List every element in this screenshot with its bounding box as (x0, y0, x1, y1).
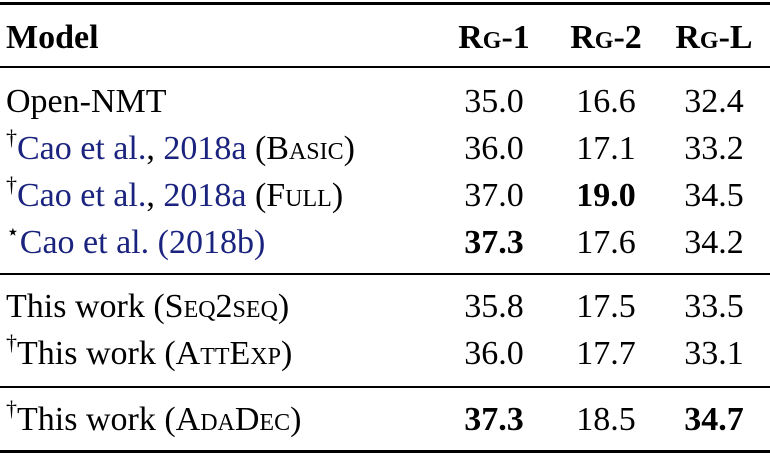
top-rule (0, 2, 770, 5)
citation-author: Cao et al. (19, 224, 150, 261)
citation-separator: , (146, 130, 164, 167)
rg2-score: 17.1 (576, 130, 636, 167)
model-variant: AttExp (175, 335, 281, 372)
rg2-score: 17.7 (576, 335, 636, 372)
model-cell: †This work (AdaDec) (6, 396, 302, 439)
table-row: †Cao et al., 2018a (Full) 37.0 19.0 34.5 (0, 172, 770, 220)
header-rg2: Rg-2 (570, 19, 642, 56)
rg2-score: 17.5 (576, 288, 636, 325)
citation-year: (2018b) (157, 224, 266, 261)
model-cell: Open-NMT (6, 78, 167, 126)
header-rg1: Rg-1 (458, 19, 530, 56)
model-name: This work (17, 335, 156, 372)
citation-author: Cao et al. (17, 177, 147, 214)
footnote-mark: † (6, 396, 17, 421)
header-rgl: Rg-L (675, 19, 753, 56)
table-row: ⋆Cao et al. (2018b) 37.3 17.6 34.2 (0, 219, 770, 267)
rgl-score: 33.2 (684, 130, 744, 167)
model-cell: †Cao et al., 2018a (Full) (6, 172, 344, 215)
table-row: This work (Seq2seq) 35.8 17.5 33.5 (0, 283, 770, 331)
citation-year: 2018a (163, 177, 247, 214)
rg1-score: 37.3 (464, 224, 524, 261)
header-model: Model (6, 19, 99, 56)
rgl-score: 34.2 (684, 224, 744, 261)
group-rule-2 (0, 386, 770, 388)
table-row: Open-NMT 35.0 16.6 32.4 (0, 78, 770, 126)
footnote-mark: † (6, 330, 17, 355)
model-name: This work (17, 401, 156, 438)
header-row: Model Rg-1 Rg-2 Rg-L (0, 14, 770, 62)
model-variant: AdaDec (175, 401, 291, 438)
rg2-score: 16.6 (576, 83, 636, 120)
rgl-score: 32.4 (684, 83, 744, 120)
footnote-mark: ⋆ (6, 219, 20, 244)
rg2-score: 19.0 (576, 177, 636, 214)
model-cell: †This work (AttExp) (6, 330, 293, 373)
footnote-mark: † (6, 125, 17, 150)
rg1-score: 35.8 (464, 288, 524, 325)
model-cell: This work (Seq2seq) (6, 288, 290, 325)
rg2-score: 18.5 (576, 401, 636, 438)
bottom-rule (0, 450, 770, 453)
citation-separator: , (146, 177, 164, 214)
model-name: Open-NMT (6, 83, 167, 120)
rg2-score: 17.6 (576, 224, 636, 261)
rgl-score: 33.5 (684, 288, 744, 325)
table-row: †This work (AttExp) 36.0 17.7 33.1 (0, 330, 770, 378)
group-rule-1 (0, 273, 770, 275)
citation-year: 2018a (163, 130, 247, 167)
rg1-score: 37.3 (464, 401, 524, 438)
rg1-score: 35.0 (464, 83, 524, 120)
rg1-score: 36.0 (464, 130, 524, 167)
footnote-mark: † (6, 172, 17, 197)
table-row: †This work (AdaDec) 37.3 18.5 34.7 (0, 396, 770, 444)
model-variant: Basic (266, 130, 344, 167)
rgl-score: 34.5 (684, 177, 744, 214)
header-rule (0, 66, 770, 68)
model-cell: †Cao et al., 2018a (Basic) (6, 125, 355, 168)
citation-separator (149, 224, 158, 261)
rgl-score: 34.7 (684, 401, 744, 438)
model-variant: Full (266, 177, 332, 214)
model-name: This work (6, 288, 145, 325)
rg1-score: 37.0 (464, 177, 524, 214)
citation-author: Cao et al. (17, 130, 147, 167)
rgl-score: 33.1 (684, 335, 744, 372)
table-row: †Cao et al., 2018a (Basic) 36.0 17.1 33.2 (0, 125, 770, 173)
rg1-score: 36.0 (464, 335, 524, 372)
model-variant: Seq2seq (164, 288, 278, 325)
model-cell: ⋆Cao et al. (2018b) (6, 219, 265, 267)
